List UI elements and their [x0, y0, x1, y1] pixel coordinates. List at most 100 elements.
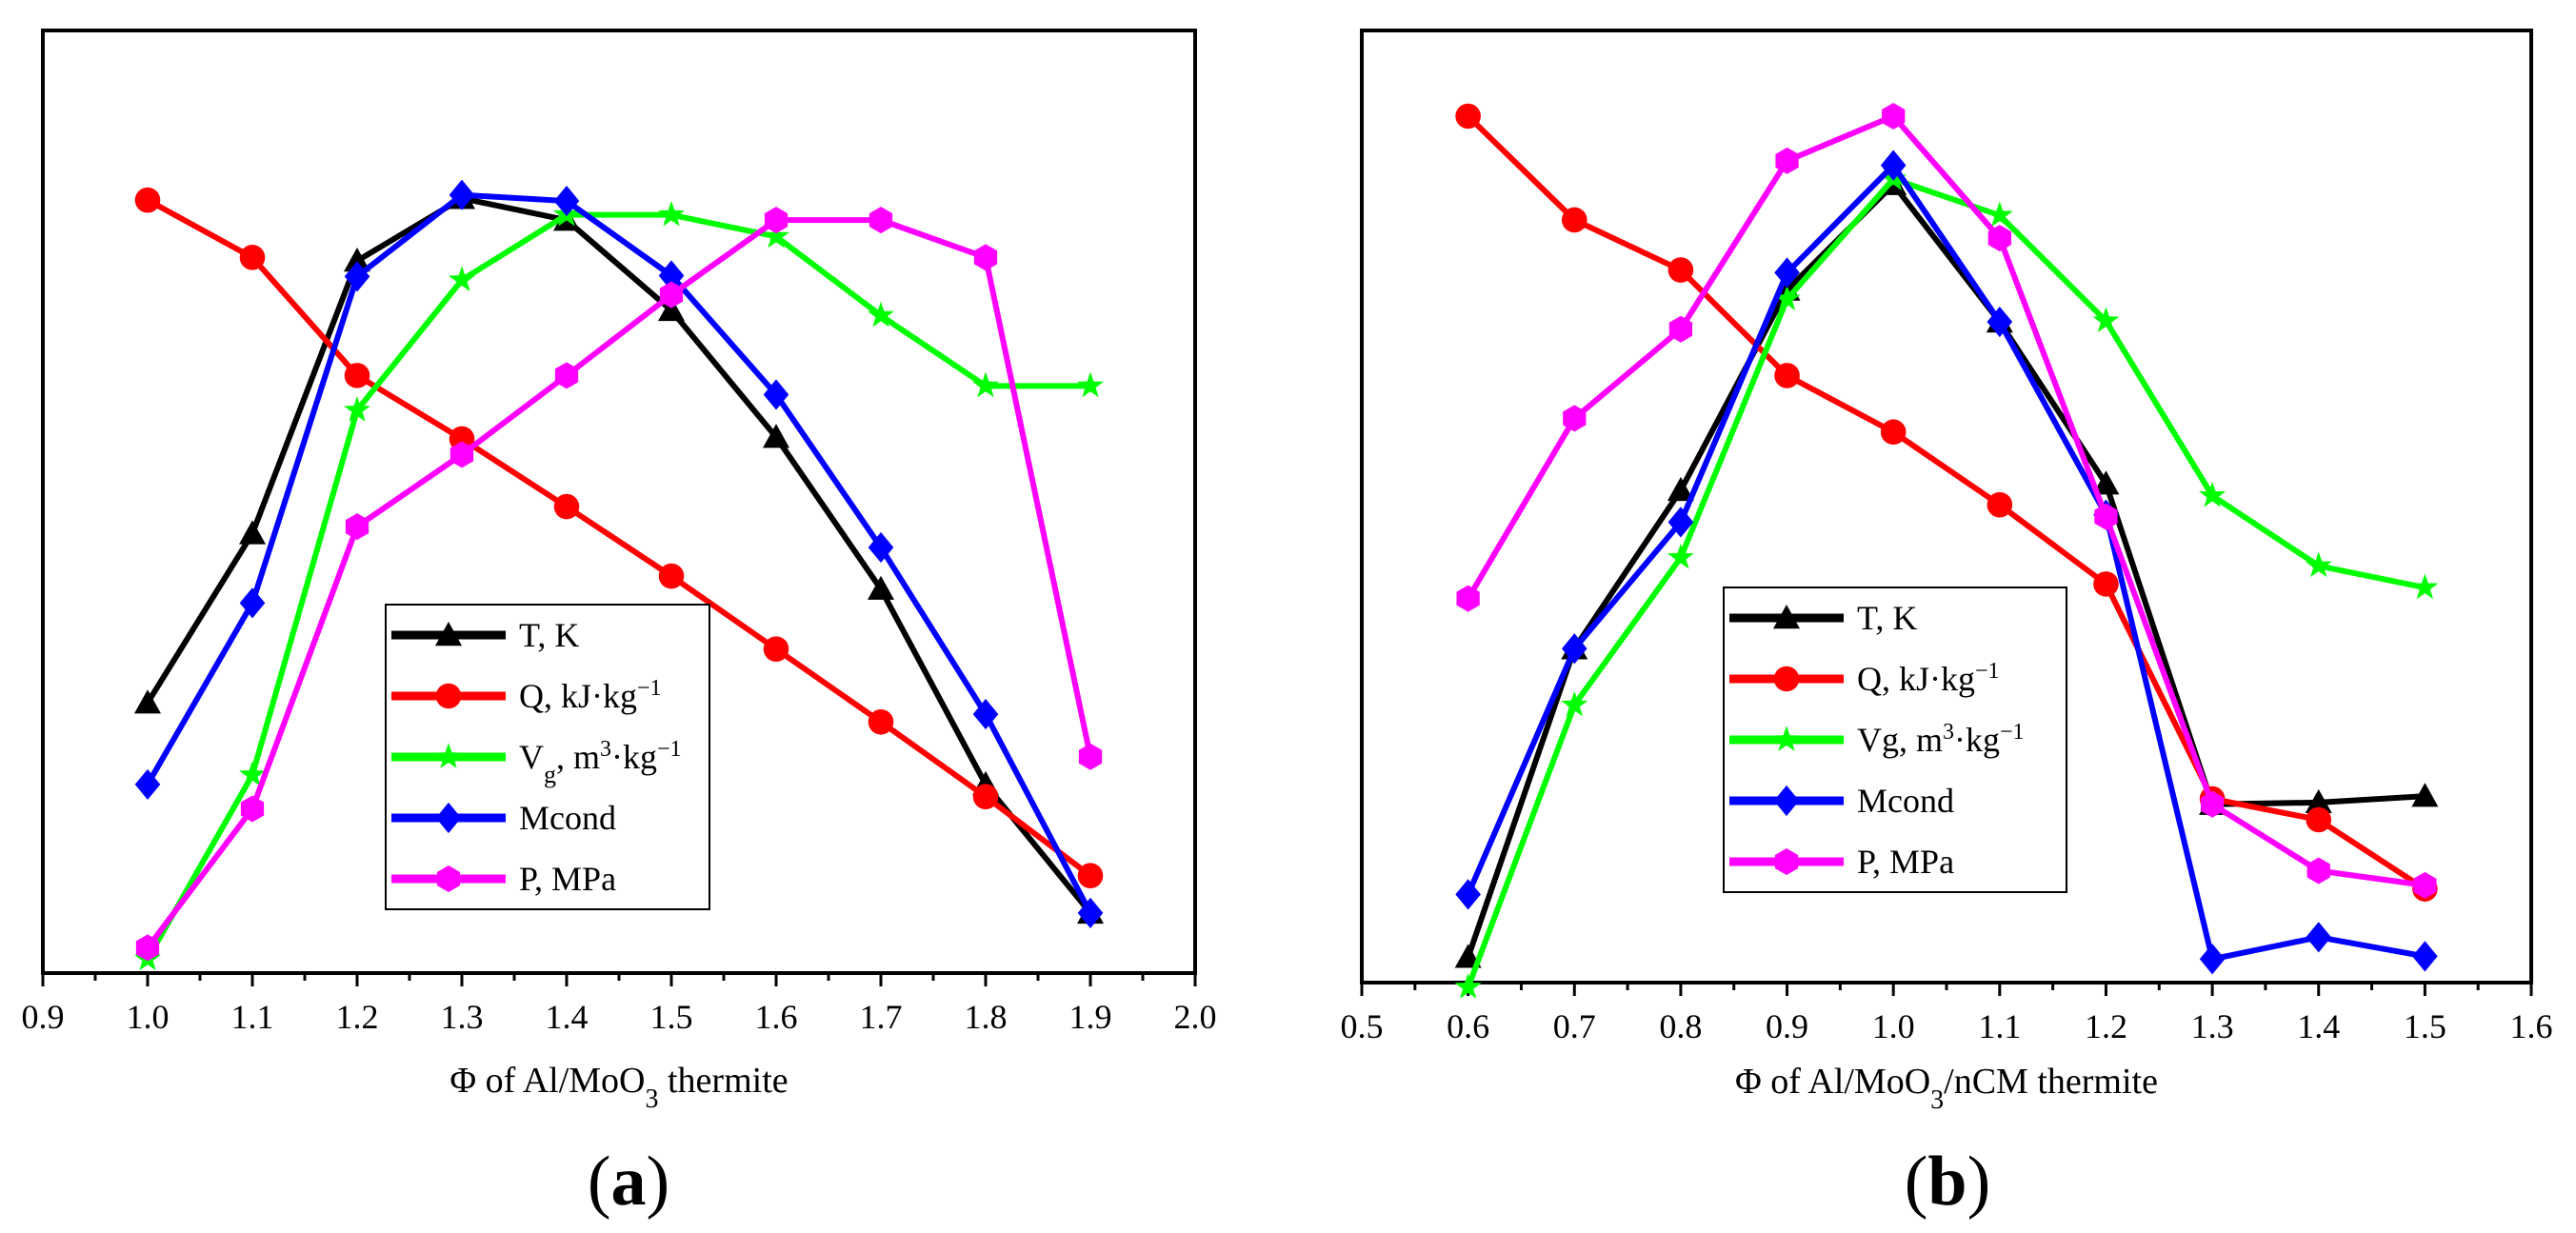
data-point	[1455, 103, 1481, 129]
legend: T, K Q, kJ·kg−1 Vg, m3·kg−1 Mcond P, MPa	[1723, 587, 2067, 893]
series-line	[1465, 181, 2426, 959]
x-tick-label: 0.9	[22, 998, 65, 1036]
data-point	[553, 493, 580, 520]
series-line	[1465, 175, 2426, 988]
legend-item-p-mpa: P, MPa	[391, 860, 616, 898]
x-tick-label: 0.8	[1659, 1007, 1702, 1045]
series-q-kj-kg	[134, 187, 1104, 888]
x-tick-label: 1.0	[127, 998, 170, 1036]
legend-item-vg-m-kg: Vg, m3·kg−1	[391, 737, 682, 788]
legend-item-p-mpa: P, MPa	[1729, 843, 1954, 881]
data-point	[1774, 363, 1800, 388]
data-point	[1880, 419, 1907, 446]
data-point	[2199, 481, 2227, 507]
data-point	[2411, 573, 2439, 600]
data-point	[2305, 551, 2332, 578]
x-axis-title: Φ of Al/MoO3/nCM thermite	[1735, 1062, 2158, 1115]
legend-label: Vg, m3·kg−1	[1857, 720, 2025, 759]
x-tick-label: 1.6	[2510, 1007, 2553, 1045]
data-point	[1667, 507, 1694, 538]
data-point	[240, 795, 265, 823]
x-tick-label: 0.7	[1553, 1007, 1596, 1045]
x-tick-label: 1.6	[755, 998, 798, 1036]
x-axis-title: Φ of Al/MoO3 thermite	[449, 1061, 788, 1114]
data-point	[2411, 783, 2439, 807]
data-point	[659, 281, 684, 308]
x-tick-label: 1.1	[231, 998, 274, 1036]
panel-b-chart: 0.5 0.6 0.7 0.8 0.9 1.0 1.1 1.2 1.3 1.4 1.5 1.6 Φ of…	[1341, 29, 2553, 1221]
data-point	[1987, 491, 2013, 518]
legend-swatch-marker	[1773, 666, 1800, 692]
data-point	[134, 689, 161, 714]
series-p-mpa	[135, 207, 1103, 962]
legend-item-mcond: Mcond	[391, 799, 616, 837]
x-tick-label: 1.5	[2404, 1007, 2446, 1045]
data-point	[239, 245, 266, 270]
x-tick-label: 1.8	[965, 998, 1008, 1036]
series-line	[145, 191, 1093, 915]
data-point	[1775, 147, 1799, 174]
data-point	[658, 296, 685, 322]
legend-item-vg-m-kg: Vg, m3·kg−1	[1729, 720, 2025, 759]
x-tick-label: 1.9	[1069, 998, 1112, 1036]
legend-swatch-marker	[1773, 726, 1800, 751]
x-tick-label: 0.6	[1447, 1007, 1489, 1045]
legend-label: Q, kJ·kg−1	[519, 676, 662, 715]
data-point	[134, 768, 161, 801]
data-point	[2413, 871, 2437, 899]
data-point	[1563, 405, 1587, 432]
data-point	[344, 261, 370, 292]
legend-label: T, K	[519, 616, 579, 654]
data-point	[658, 563, 685, 589]
legend-label: P, MPa	[519, 860, 616, 898]
x-tick-label: 1.3	[441, 998, 484, 1036]
x-tick-label: 1.5	[650, 998, 693, 1036]
data-point	[134, 187, 161, 213]
data-point	[1987, 306, 2013, 338]
panel-a-chart: 0.9 1.0 1.1 1.2 1.3 1.4 1.5 1.6 1.7 1.8 1.9 2.0 Φ of…	[22, 29, 1217, 1221]
data-point	[1773, 285, 1801, 311]
legend-label: Q, kJ·kg−1	[1857, 659, 2000, 698]
data-point	[2094, 503, 2118, 530]
series-line	[145, 195, 1093, 915]
data-point	[135, 934, 160, 962]
data-point	[763, 424, 789, 448]
series-line	[145, 211, 1090, 961]
data-point	[1882, 103, 1906, 129]
data-point	[658, 200, 685, 227]
data-point	[868, 531, 894, 564]
data-point	[763, 222, 789, 249]
x-tick-label: 1.4	[546, 998, 589, 1036]
legend-item-q-kj-kg: Q, kJ·kg−1	[1729, 659, 2000, 698]
series-line	[1465, 162, 2426, 963]
data-point	[972, 784, 999, 810]
series-line	[146, 197, 1092, 879]
data-point	[239, 520, 266, 545]
data-point	[2093, 571, 2119, 597]
legend-swatch-marker	[435, 622, 462, 646]
panel-label: (b)	[1905, 1143, 1990, 1221]
x-tick-label: 1.2	[336, 998, 379, 1036]
data-point	[972, 698, 999, 730]
legend-item-t-k: T, K	[1729, 599, 1917, 637]
data-point	[2200, 790, 2225, 818]
legend-swatch-marker	[435, 802, 462, 834]
data-point	[239, 587, 266, 619]
data-point	[1455, 879, 1481, 910]
data-point	[868, 708, 894, 735]
data-point	[1077, 897, 1104, 929]
data-point	[344, 396, 370, 422]
legend-label: Mcond	[1857, 782, 1954, 820]
data-point	[764, 207, 789, 234]
data-point	[553, 185, 580, 217]
data-point	[1561, 690, 1588, 717]
legend-label: P, MPa	[1857, 843, 1954, 881]
data-point	[658, 260, 685, 291]
x-tick-label: 1.7	[860, 998, 903, 1036]
legend-swatch-marker	[1773, 605, 1800, 629]
data-point	[1667, 476, 1694, 502]
panel-label: (a)	[588, 1143, 669, 1221]
legend-swatch-marker	[436, 865, 461, 892]
series-line	[1466, 113, 2426, 888]
legend-label: Mcond	[519, 799, 616, 837]
